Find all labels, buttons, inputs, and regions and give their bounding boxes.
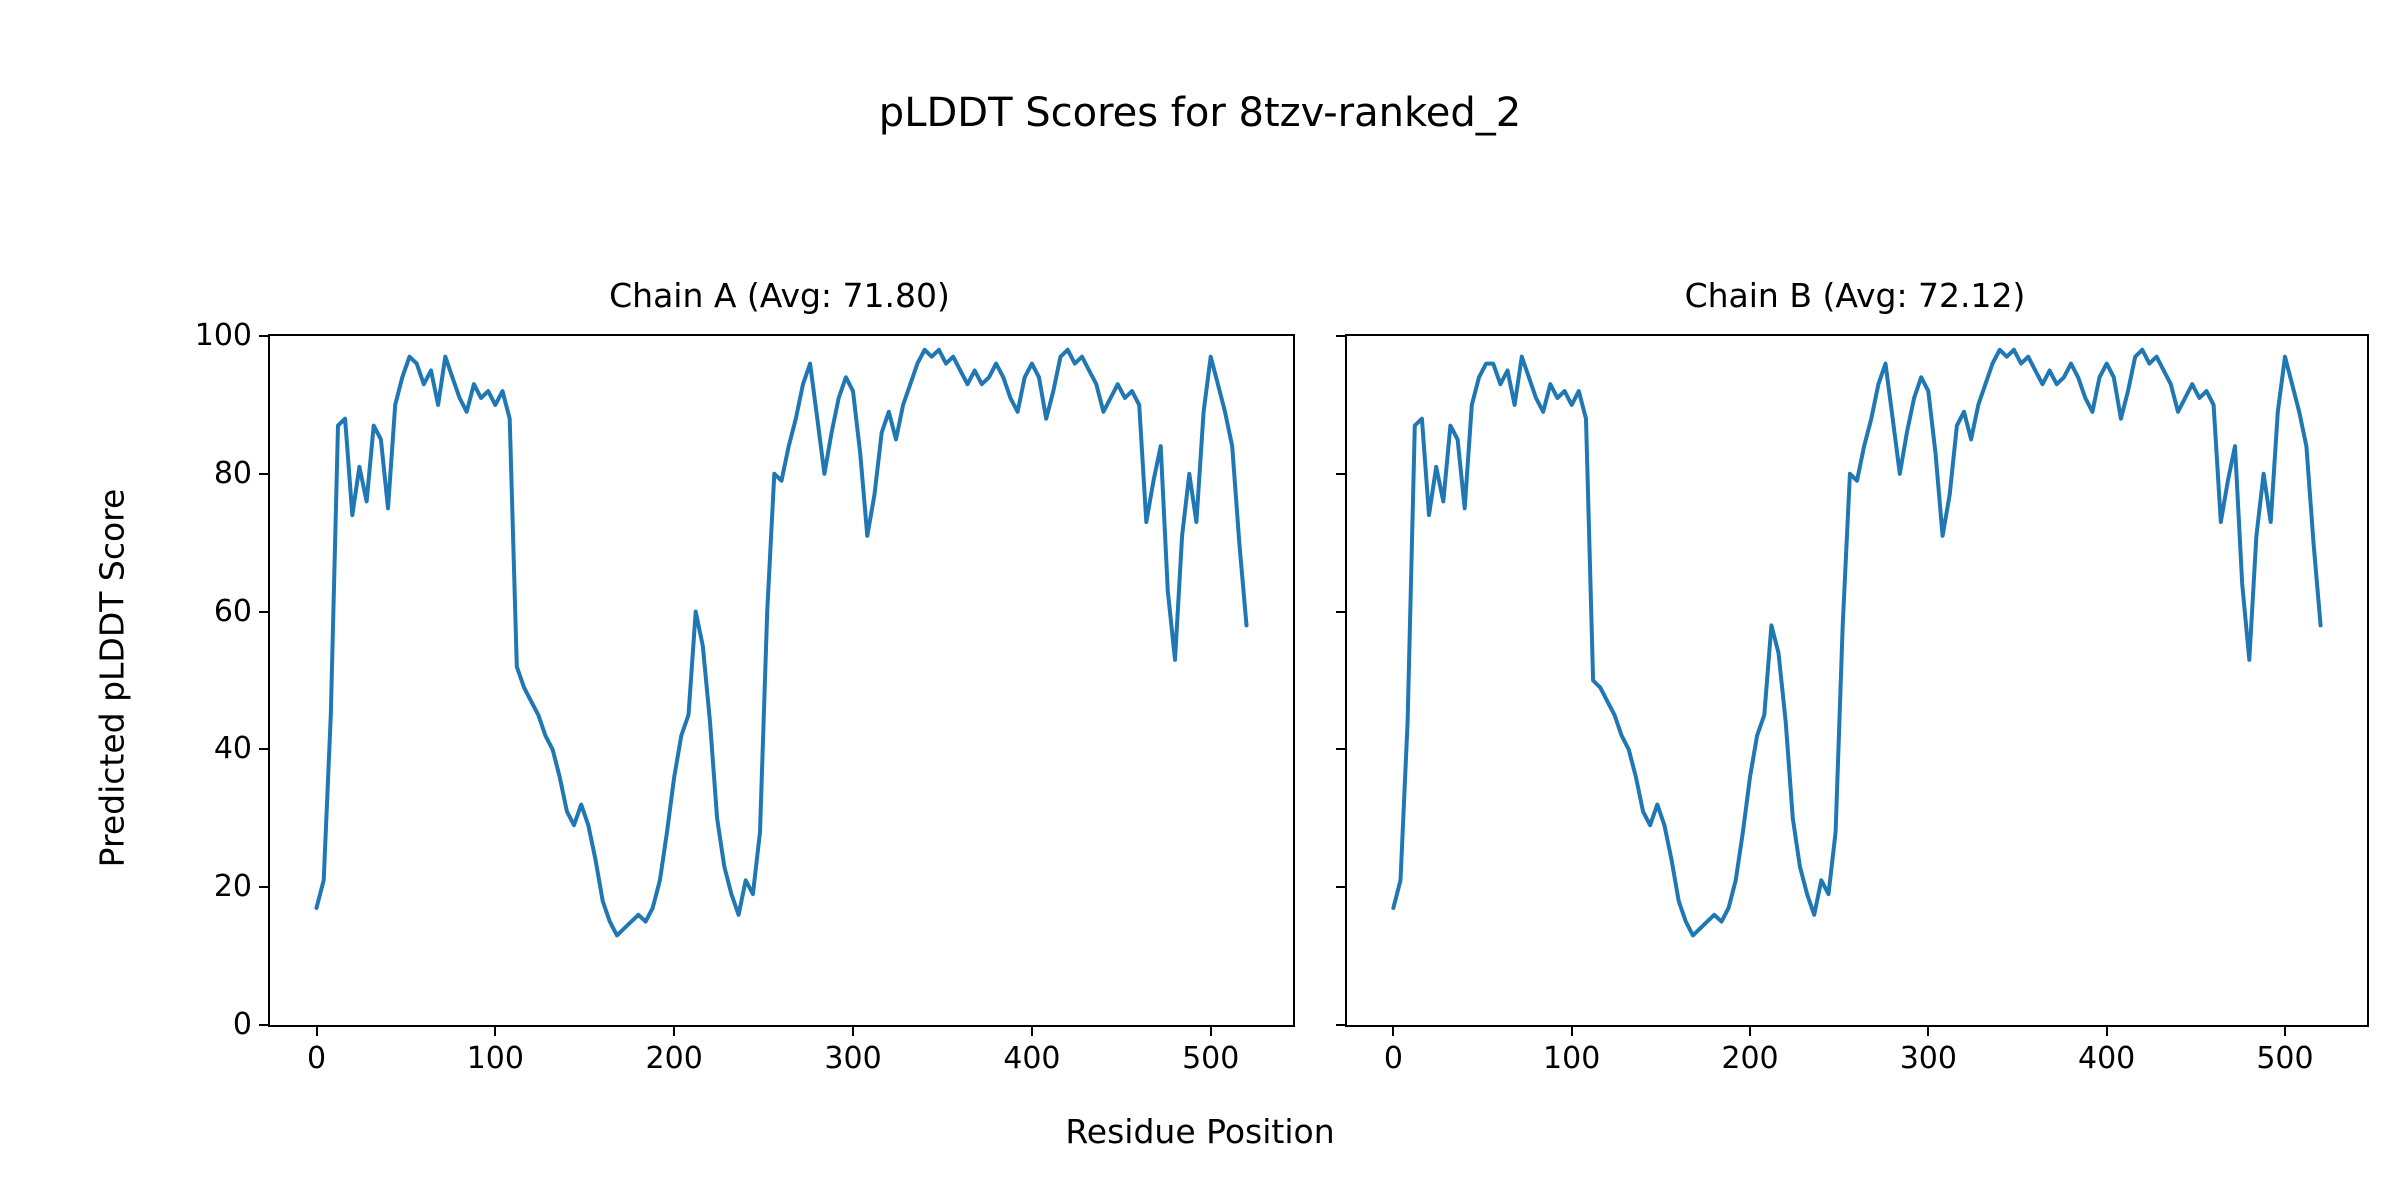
y-tick-label: 20 [213, 869, 252, 905]
x-tick-mark [2283, 1027, 2286, 1036]
x-tick-label: 400 [2078, 1041, 2136, 1076]
x-tick-label: 200 [1721, 1041, 1779, 1076]
x-tick-mark [315, 1027, 318, 1036]
plddt-line [1391, 347, 2323, 938]
y-tick-mark [1336, 335, 1345, 337]
x-tick-mark [673, 1027, 676, 1036]
x-tick-label: 100 [466, 1041, 524, 1076]
y-tick-mark [259, 748, 268, 751]
x-tick-mark [1392, 1027, 1395, 1036]
figure-title: pLDDT Scores for 8tzv-ranked_2 [878, 90, 1522, 136]
y-tick-label: 0 [232, 1007, 252, 1042]
x-tick-label: 0 [306, 1041, 327, 1076]
x-tick-label: 400 [1003, 1041, 1061, 1076]
x-tick-label: 300 [824, 1041, 882, 1076]
y-tick-mark [1336, 1024, 1345, 1026]
x-tick-label: 500 [1182, 1041, 1240, 1076]
x-tick-label: 100 [1543, 1041, 1601, 1076]
y-tick-label: 40 [213, 731, 252, 767]
x-tick-mark [1749, 1027, 1751, 1036]
y-tick-mark [1336, 472, 1345, 475]
chain-a-axes: 0 100 200 300 400 500 0 20 40 60 80 100 [195, 321, 1295, 1076]
x-tick-mark [1570, 1027, 1573, 1036]
x-tick-mark [494, 1027, 497, 1036]
x-tick-mark [2105, 1027, 2108, 1036]
y-tick-label: 100 [194, 318, 252, 353]
y-tick-mark [1336, 886, 1345, 889]
chain-b-line-chart [1391, 347, 2323, 938]
chain-b-axes: 0 100 200 300 400 500 [1336, 334, 2369, 1076]
x-tick-mark [1030, 1027, 1033, 1036]
x-tick-mark [852, 1027, 855, 1036]
x-tick-mark [1927, 1027, 1930, 1036]
plddt-line [314, 347, 1249, 938]
y-axis-label: Predicted pLDDT Score [92, 488, 132, 868]
x-tick-label: 200 [645, 1041, 703, 1076]
y-tick-mark [259, 1024, 268, 1026]
x-tick-mark [1209, 1027, 1212, 1036]
y-tick-mark [259, 610, 268, 613]
y-tick-mark [259, 335, 268, 337]
chain-a-line-chart [314, 347, 1249, 938]
x-tick-label: 500 [2256, 1041, 2314, 1076]
x-axis-label: Residue Position [1065, 1112, 1335, 1151]
y-tick-label: 80 [213, 455, 252, 491]
x-tick-label: 0 [1383, 1041, 1403, 1076]
y-tick-label: 60 [213, 593, 252, 629]
chain-a-subplot-title: Chain A (Avg: 71.80) [609, 276, 950, 315]
y-tick-mark [259, 472, 268, 475]
y-tick-mark [259, 886, 268, 889]
x-tick-label: 300 [1899, 1041, 1957, 1076]
y-tick-mark [1336, 748, 1345, 751]
y-tick-mark [1336, 610, 1345, 613]
chain-b-subplot-title: Chain B (Avg: 72.12) [1684, 276, 2026, 315]
